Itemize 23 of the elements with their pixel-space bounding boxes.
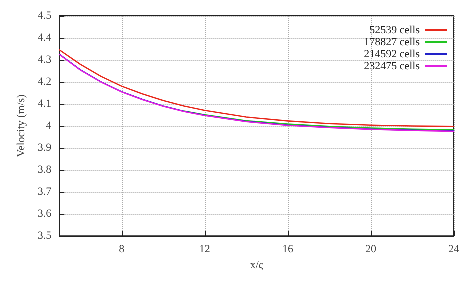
legend-label: 52539 cells	[370, 24, 420, 36]
y-tick-label: 4.5	[38, 10, 52, 22]
y-axis-title: Velocity (m/s)	[16, 94, 28, 158]
legend-label: 178827 cells	[364, 36, 420, 48]
x-tick-label: 16	[282, 244, 294, 256]
x-tick-label: 20	[365, 244, 377, 256]
y-tick-label: 4.4	[38, 32, 52, 44]
y-tick-label: 3.6	[38, 208, 52, 220]
legend-label: 232475 cells	[364, 60, 420, 72]
y-tick-label: 4.3	[38, 54, 52, 66]
y-tick-label: 3.9	[38, 142, 52, 154]
legend-label: 214592 cells	[364, 48, 420, 60]
x-axis-title: x/ς	[250, 260, 264, 272]
y-tick-label: 4.2	[38, 76, 52, 88]
y-tick-label: 4.1	[38, 98, 52, 110]
y-tick-label: 3.7	[38, 186, 52, 198]
y-tick-label: 4	[46, 120, 52, 132]
y-tick-label: 3.8	[38, 164, 52, 176]
line-series	[184, 110, 455, 131]
x-tick-label: 8	[119, 244, 126, 256]
x-tick-label: 24	[448, 244, 460, 256]
y-tick-label: 3.5	[38, 230, 52, 242]
x-tick-label: 12	[199, 244, 210, 256]
